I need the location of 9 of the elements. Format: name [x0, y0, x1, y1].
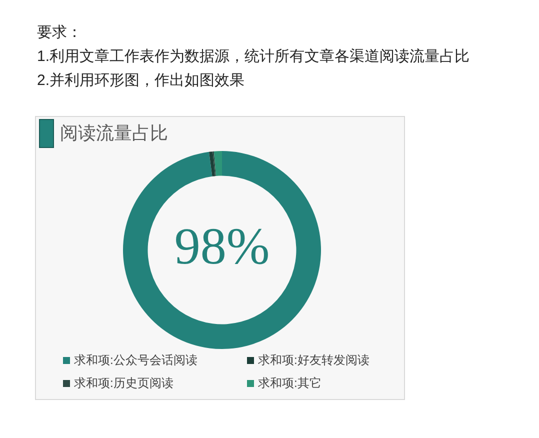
legend-label: 求和项:公众号会话阅读: [74, 352, 198, 369]
text: 1.利用文章工作表作为数据源，统计所有文章各渠道阅读流量占比: [37, 47, 470, 67]
text: 2.并利用环形图，作出如图效果: [37, 71, 246, 91]
chart-title: 阅读流量占比: [60, 122, 168, 145]
text: 98%: [174, 218, 270, 276]
legend-label: 求和项:好友转发阅读: [258, 352, 370, 369]
legend-label: 求和项:历史页阅读: [74, 375, 174, 392]
text: 要求：: [37, 23, 83, 43]
legend-label: 求和项:其它: [258, 375, 322, 392]
